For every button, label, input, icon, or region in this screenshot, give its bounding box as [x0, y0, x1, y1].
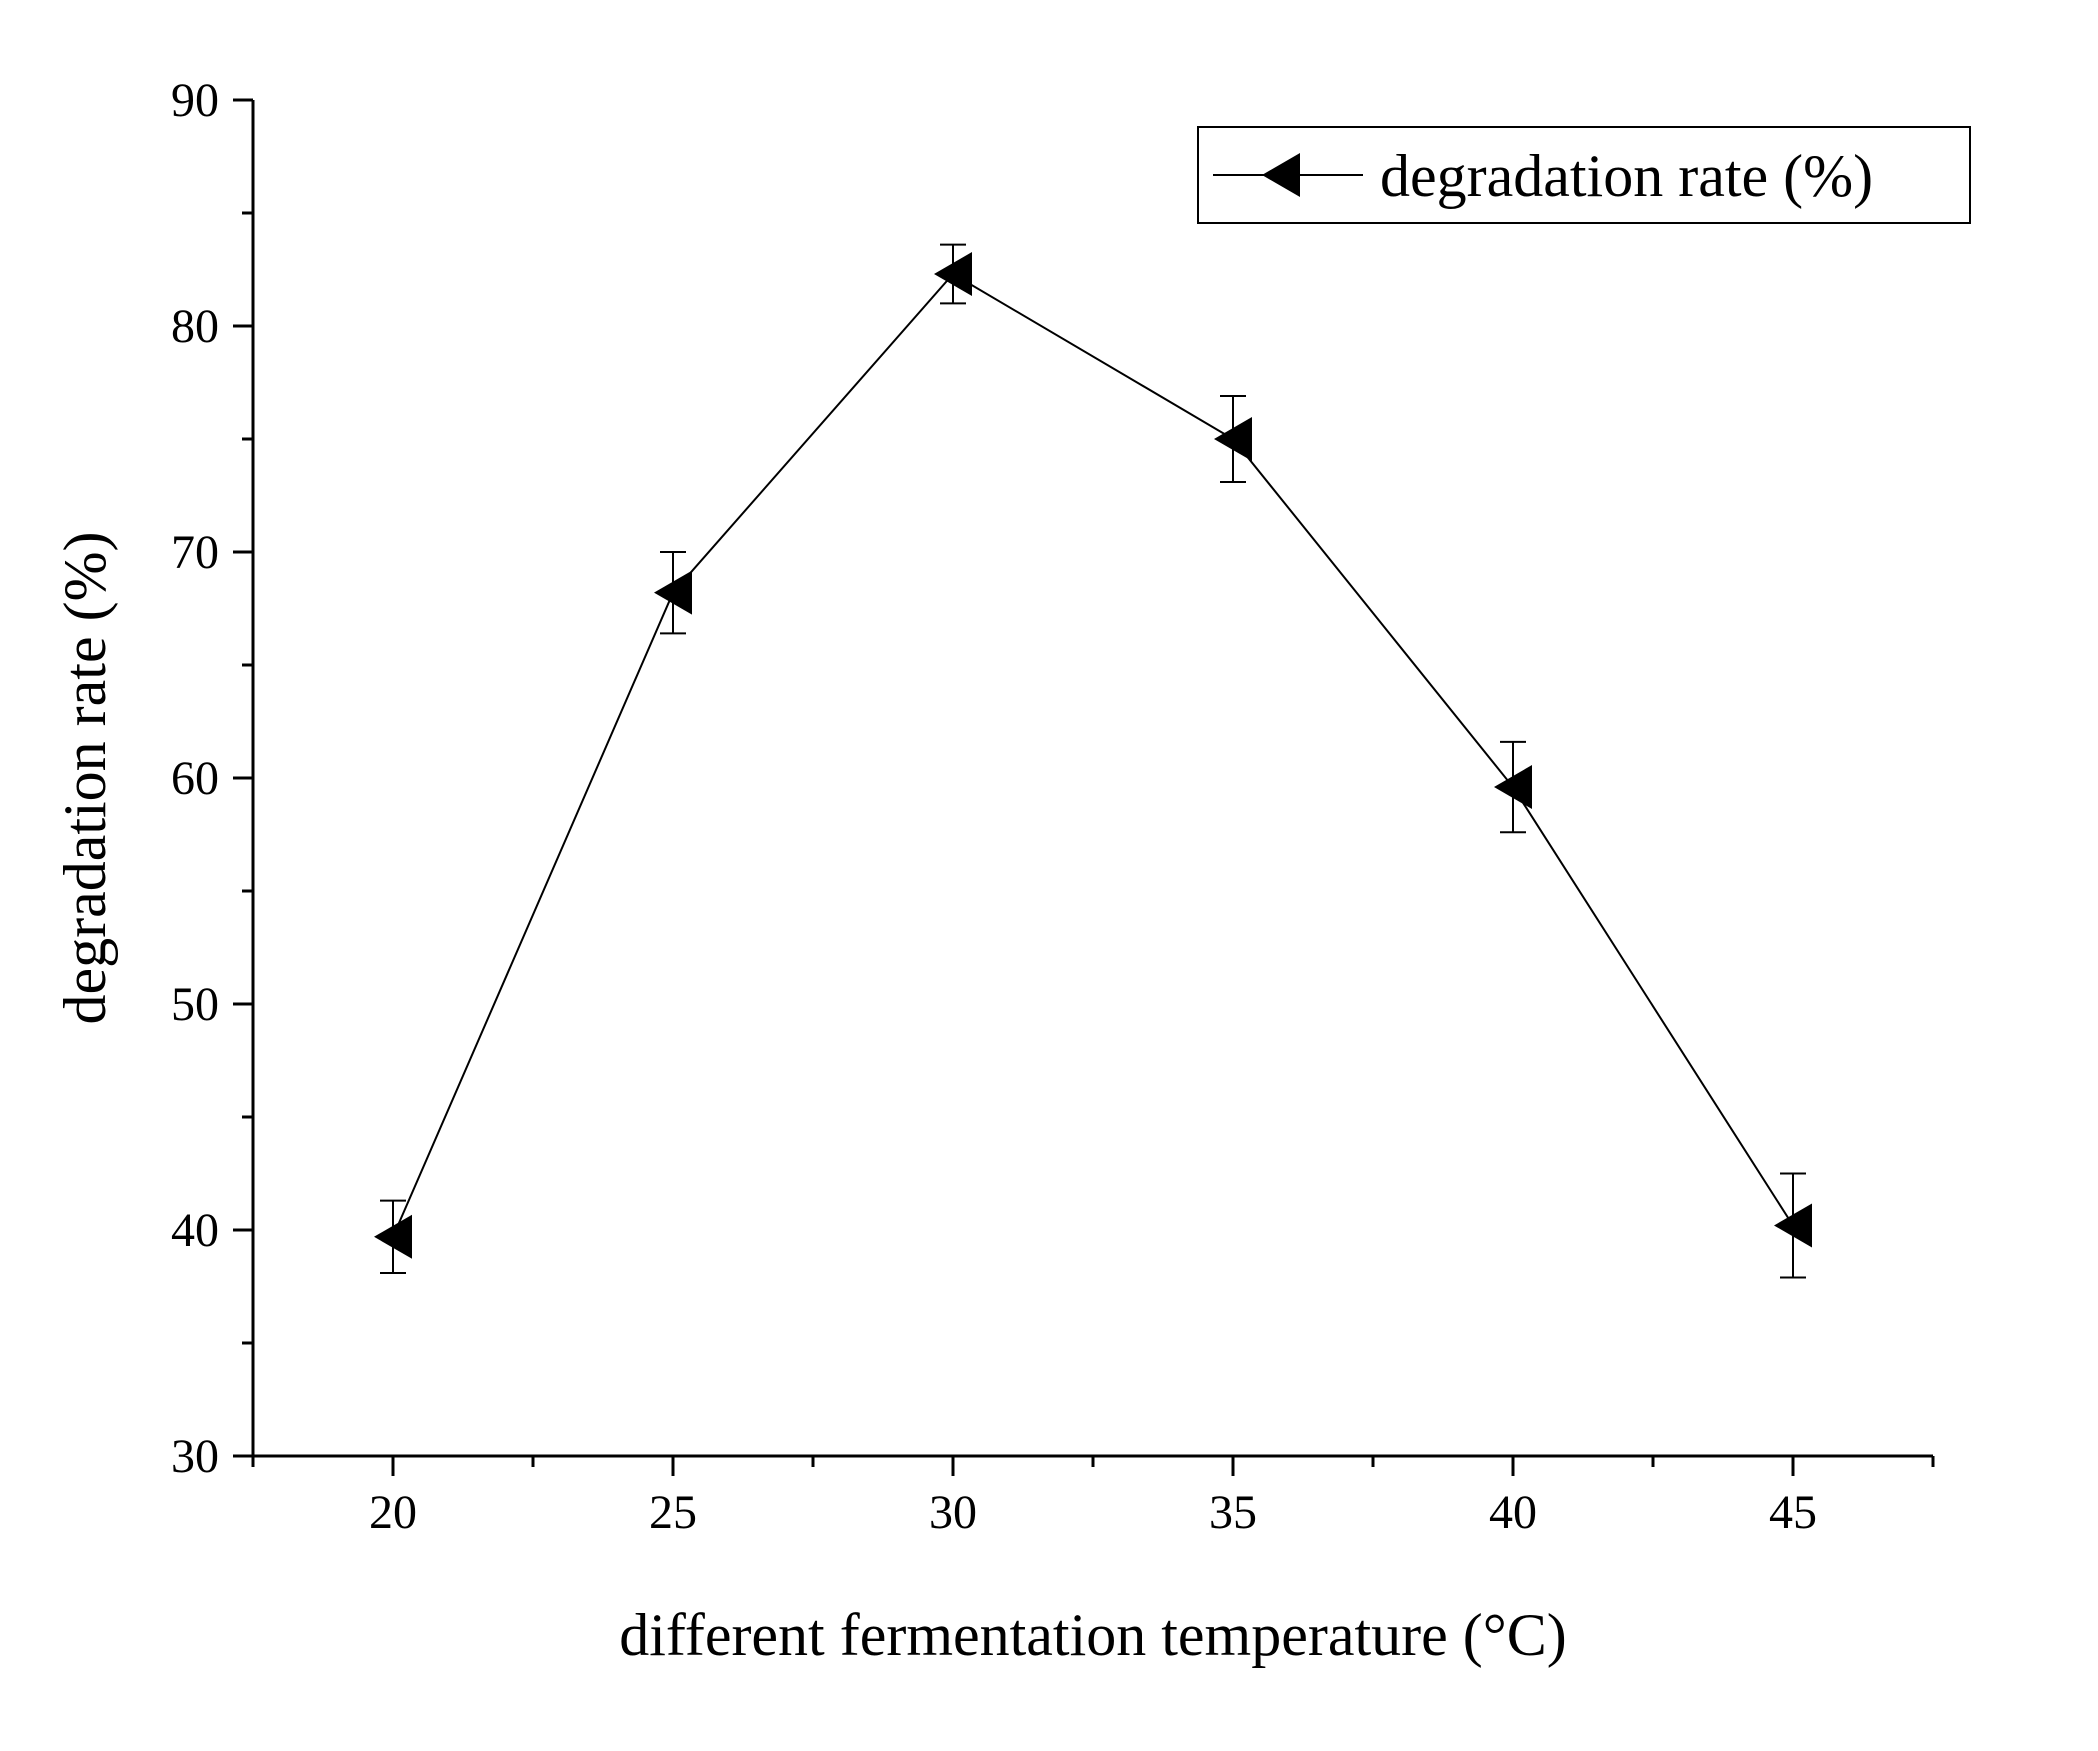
y-tick-label: 30	[171, 1430, 219, 1483]
series-degradation-rate	[374, 243, 1812, 1279]
y-tick-label: 90	[171, 74, 219, 127]
legend: degradation rate (%)	[1197, 126, 1971, 224]
y-axis-ticks: 30 40 50 60 70 80 90	[171, 74, 253, 1483]
x-tick-label: 40	[1489, 1486, 1537, 1539]
legend-label: degradation rate (%)	[1380, 143, 1873, 209]
legend-marker-triangle	[1262, 153, 1300, 197]
data-point-marker	[1214, 417, 1252, 461]
y-axis-title: degradation rate (%)	[52, 531, 118, 1024]
y-tick-label: 50	[171, 978, 219, 1031]
series-line	[392, 272, 1794, 1238]
data-point-marker	[1494, 765, 1532, 810]
data-point-marker	[934, 252, 972, 297]
y-tick-label: 70	[171, 526, 219, 579]
data-point-marker	[374, 1214, 412, 1259]
x-tick-label: 20	[369, 1486, 417, 1539]
y-tick-label: 40	[171, 1204, 219, 1257]
x-axis-ticks: 20 25 30 35 40 45	[251, 1456, 1935, 1539]
data-point-marker	[654, 570, 692, 615]
x-axis-title: different fermentation temperature (°C)	[619, 1602, 1566, 1668]
data-point-marker	[1774, 1203, 1812, 1248]
x-tick-label: 25	[649, 1486, 697, 1539]
x-tick-label: 45	[1769, 1486, 1817, 1539]
x-tick-label: 30	[929, 1486, 977, 1539]
x-tick-label: 35	[1209, 1486, 1257, 1539]
y-tick-label: 60	[171, 752, 219, 805]
y-tick-label: 80	[171, 300, 219, 353]
